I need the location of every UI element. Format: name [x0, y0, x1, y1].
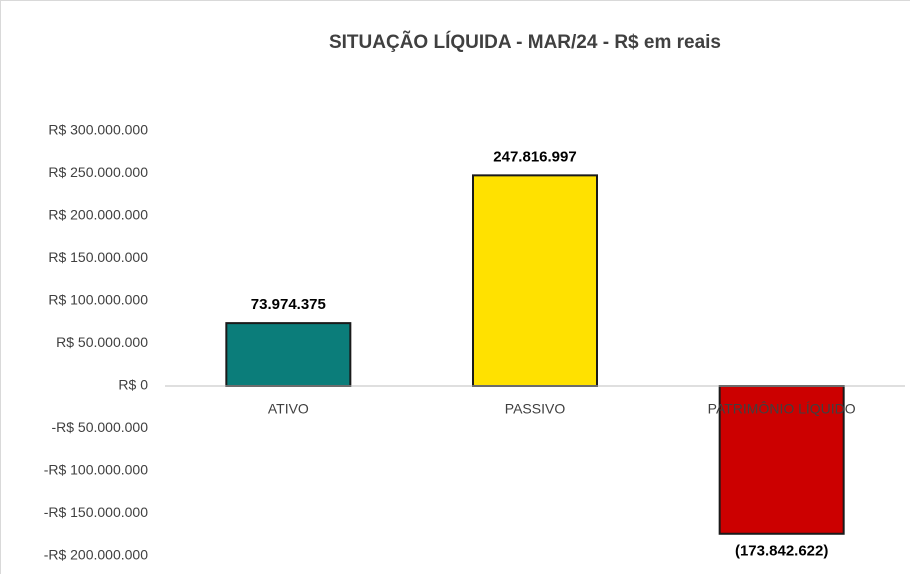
y-tick-label: R$ 250.000.000: [48, 164, 148, 180]
y-tick-label: -R$ 100.000.000: [44, 462, 149, 478]
y-tick-label: R$ 150.000.000: [48, 249, 148, 265]
x-tick-label: ATIVO: [268, 401, 309, 417]
y-tick-label: -R$ 150.000.000: [44, 504, 149, 520]
value-label: 247.816.997: [493, 148, 576, 165]
y-tick-label: R$ 50.000.000: [56, 334, 148, 350]
y-tick-label: R$ 200.000.000: [48, 207, 148, 223]
value-label: 73.974.375: [251, 296, 326, 313]
y-tick-label: -R$ 50.000.000: [51, 419, 148, 435]
y-tick-label: -R$ 200.000.000: [44, 547, 149, 563]
bar: [225, 322, 352, 388]
x-tick-label: PASSIVO: [505, 401, 566, 417]
x-tick-label: PATRIMÔNIO LÍQUIDO: [708, 401, 856, 417]
y-tick-label: R$ 0: [118, 377, 148, 393]
bar: [472, 174, 598, 387]
y-tick-label: R$ 100.000.000: [48, 292, 148, 308]
value-label: (173.842.622): [735, 543, 828, 560]
chart-title: SITUAÇÃO LÍQUIDA - MAR/24 - R$ em reais: [329, 31, 721, 53]
y-tick-label: R$ 300.000.000: [48, 122, 148, 138]
bar: [718, 385, 845, 535]
